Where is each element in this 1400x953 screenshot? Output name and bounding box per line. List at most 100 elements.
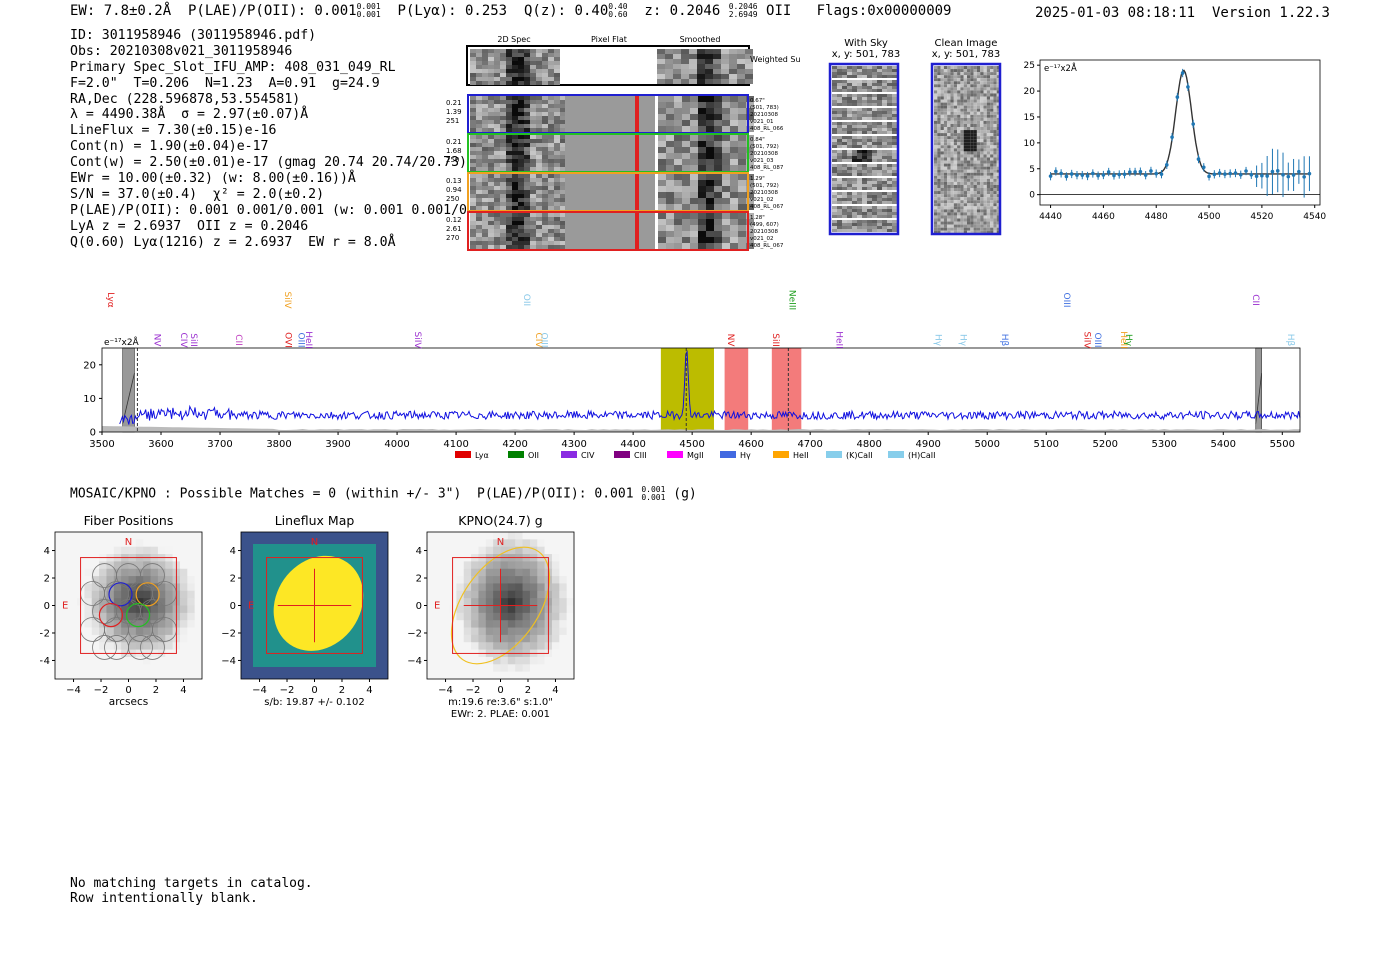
pixel (530, 225, 536, 229)
pixel (157, 634, 166, 643)
emission-line-label: Hγ (932, 334, 942, 347)
pixel (950, 136, 954, 140)
pixel (165, 620, 174, 629)
pixel (842, 164, 847, 167)
pixel (963, 120, 967, 124)
pixel (721, 54, 729, 59)
pixel (738, 147, 746, 153)
pixel (714, 231, 722, 237)
pixel (967, 99, 971, 103)
pixel (673, 74, 681, 79)
pixel (983, 123, 987, 127)
pixel (512, 225, 518, 229)
pixel (106, 590, 115, 599)
pixel (963, 111, 967, 115)
pixel (500, 634, 509, 643)
pixel (867, 173, 872, 176)
pixel (877, 125, 882, 128)
pixel (837, 89, 842, 92)
pixel (842, 173, 847, 176)
pixel (500, 57, 506, 61)
pixel (714, 225, 722, 231)
pixel (940, 227, 944, 231)
pixel (143, 664, 152, 673)
legend-label: (H)CaII (908, 451, 935, 460)
pixel (882, 206, 887, 209)
pixel (867, 97, 872, 100)
pixel (832, 156, 837, 159)
pixel (950, 227, 954, 231)
pixel (542, 206, 548, 210)
pixel (960, 224, 964, 228)
pixel (963, 206, 967, 210)
pixel (976, 212, 981, 216)
with-sky-frame (828, 62, 900, 236)
pixel (872, 156, 877, 159)
pixel (560, 225, 566, 229)
pixel (976, 191, 981, 195)
pixel (530, 116, 536, 120)
pixel (62, 634, 71, 643)
pixel (947, 209, 951, 213)
pixel (522, 620, 531, 629)
pixel (857, 94, 862, 97)
data-point (1143, 173, 1148, 177)
pixel (940, 163, 944, 167)
pixel (832, 167, 837, 170)
pixel (847, 198, 852, 201)
pixel (706, 225, 714, 231)
pixel (507, 605, 516, 614)
data-point (1164, 163, 1169, 167)
pixel (187, 612, 196, 621)
pixel (566, 671, 575, 680)
pixel (91, 656, 100, 665)
pixel (698, 96, 706, 102)
pixel (953, 90, 958, 94)
pixel (179, 649, 188, 658)
info-block: ID: 3011958946 (3011958946.pdf) Obs: 2021… (70, 28, 507, 250)
pixel (456, 576, 465, 584)
pixel (194, 554, 203, 562)
pixel (456, 656, 465, 665)
pixel (852, 142, 857, 145)
pixel (434, 598, 443, 606)
pixel (832, 184, 837, 187)
pixel (990, 157, 994, 161)
weighted-sum-strip (466, 45, 753, 86)
pixel (852, 206, 857, 209)
spectrum-line (119, 350, 1301, 425)
pixel (536, 120, 542, 124)
ytick-label: 0 (44, 601, 50, 612)
pixel (121, 620, 129, 629)
pixel (478, 568, 487, 577)
pixel (953, 197, 958, 201)
pixel (456, 546, 465, 555)
pixel (872, 198, 877, 201)
pixel (862, 173, 867, 176)
pixel (967, 87, 971, 91)
legend-swatch (455, 451, 471, 458)
pixel (737, 54, 745, 59)
data-point (1159, 172, 1164, 176)
pixel (973, 96, 977, 100)
pixel (986, 194, 991, 198)
pixel (857, 103, 862, 106)
pixel (943, 184, 948, 188)
pixel (471, 583, 479, 592)
pixel (980, 184, 984, 188)
pixel (470, 139, 476, 143)
pixel (983, 139, 987, 143)
pixel (837, 136, 842, 139)
pixel (666, 192, 674, 198)
pixel (882, 159, 887, 162)
pixel (976, 108, 981, 112)
pixel (690, 192, 698, 198)
pixel (566, 664, 575, 673)
pixel (980, 166, 984, 170)
pixel (970, 181, 974, 185)
pixel (542, 49, 548, 53)
pixel (729, 59, 737, 64)
pixel (729, 54, 737, 59)
pixel (150, 664, 159, 673)
emission-line-label: OVI (283, 332, 293, 348)
